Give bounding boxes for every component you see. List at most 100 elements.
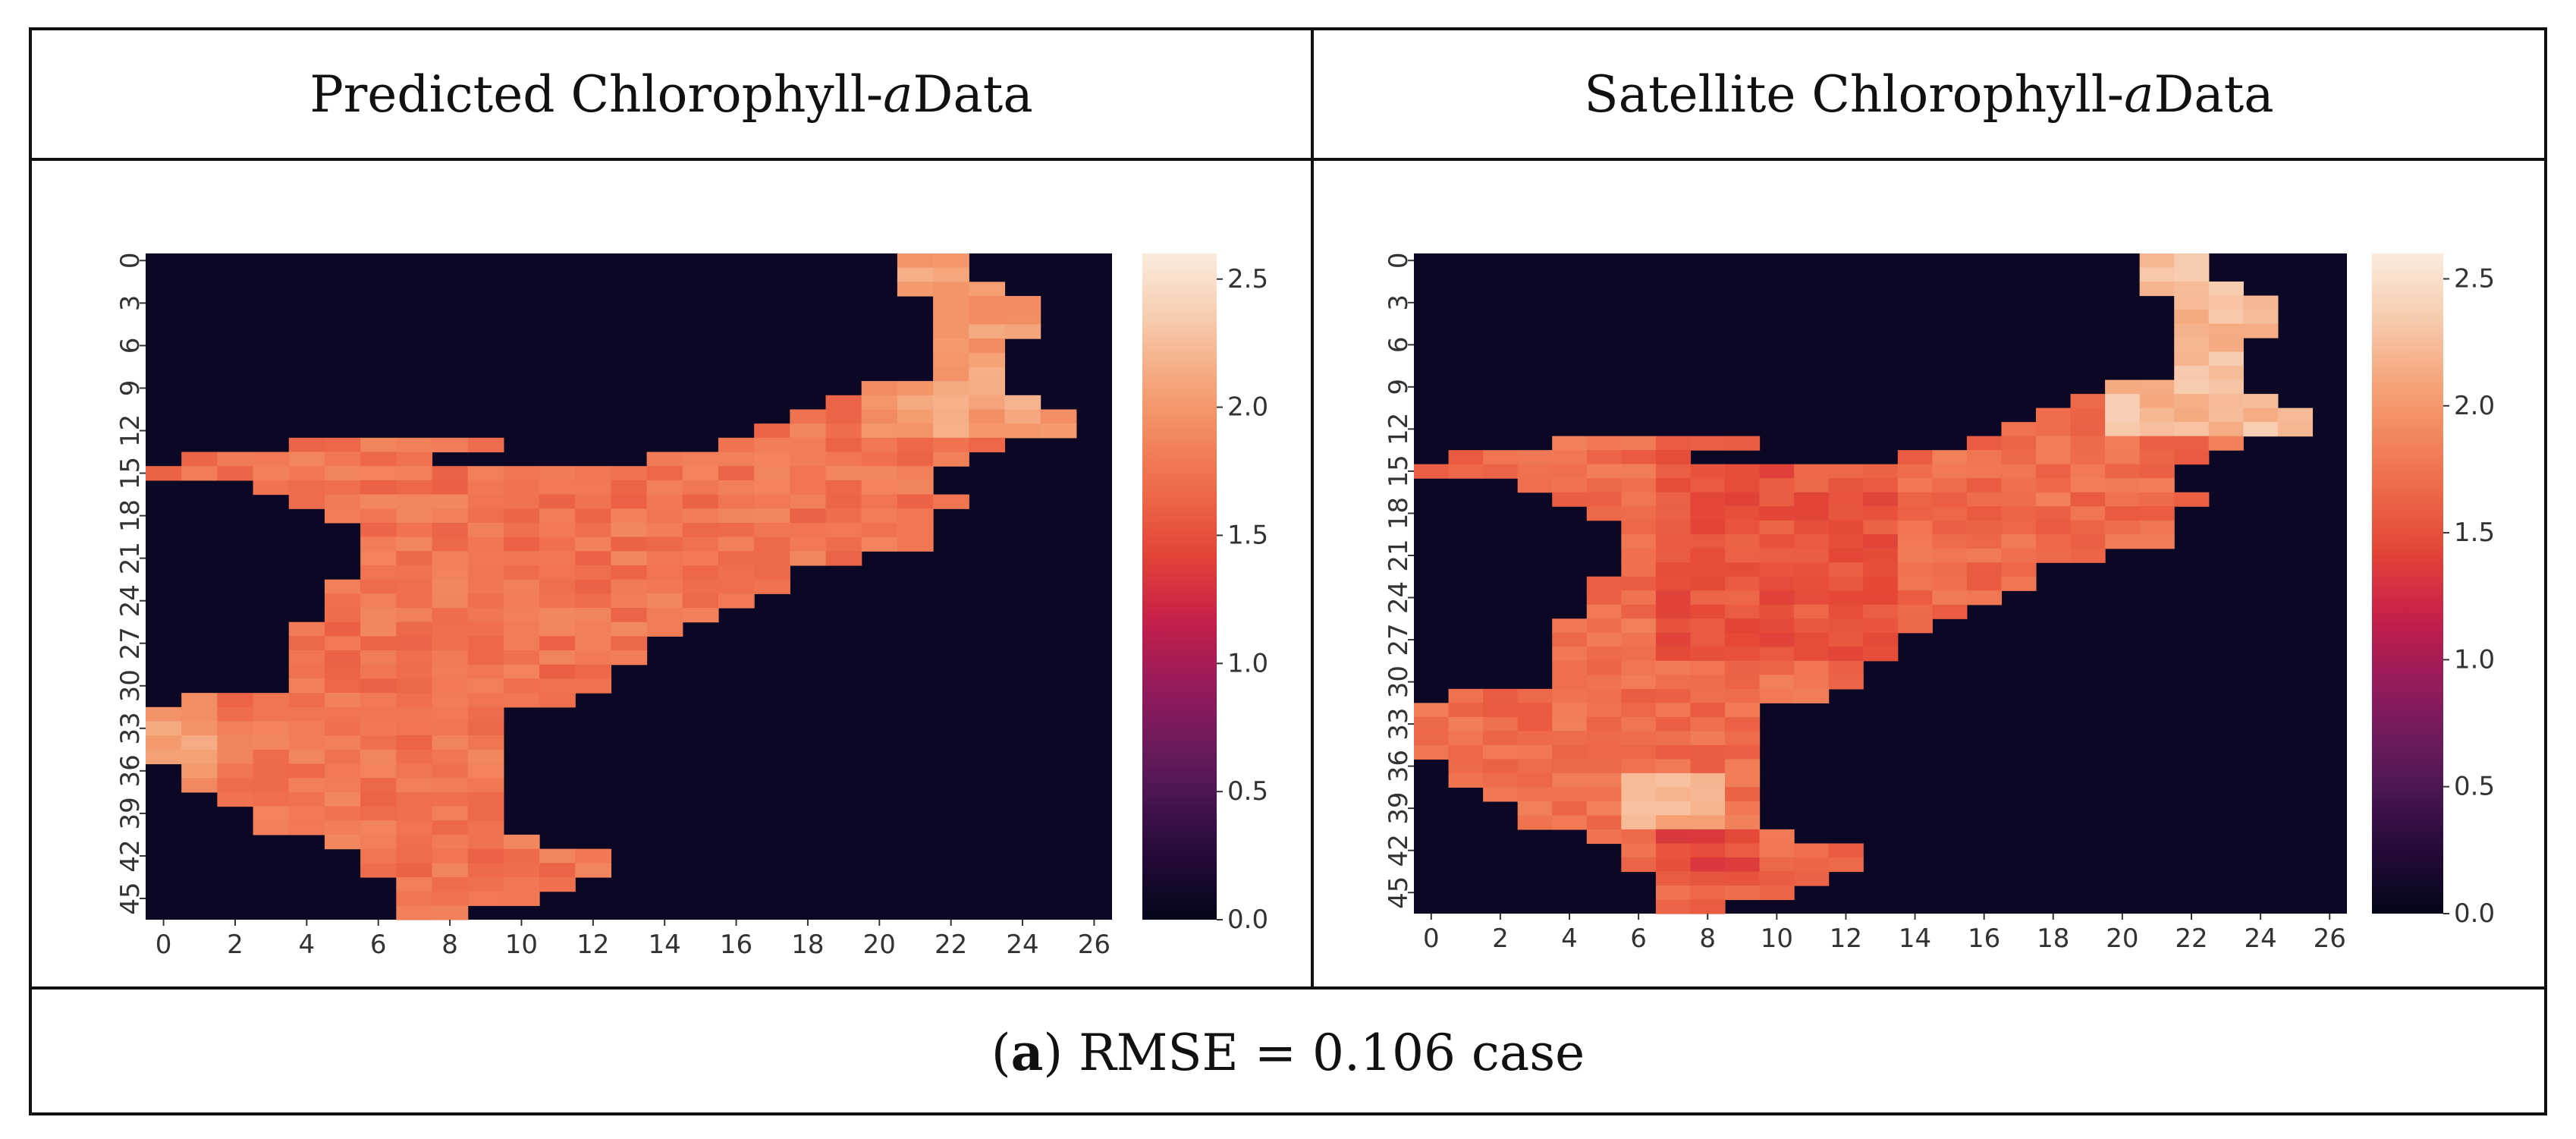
pred-heatmap-cell <box>288 480 325 496</box>
pred-heatmap-cell <box>897 282 934 297</box>
sat-heatmap-cell <box>1863 520 1899 535</box>
pred-heatmap-cell <box>933 267 969 282</box>
pred-heatmap-cell <box>646 522 683 538</box>
sat-heatmap-cell <box>1863 464 1899 479</box>
sat-heatmap-cell <box>1863 534 1899 549</box>
pred-heatmap-cell <box>861 395 898 411</box>
sat-x-tick-label: 12 <box>1830 923 1862 954</box>
pred-heatmap-cell <box>897 437 934 453</box>
sat-heatmap-cell <box>1759 632 1795 647</box>
sat-heatmap-cell <box>2174 253 2210 269</box>
sat-heatmap-cell <box>1655 787 1692 802</box>
pred-heatmap-cell <box>467 763 504 779</box>
sat-heatmap-cell <box>1759 534 1795 549</box>
pred-heatmap-cell <box>467 791 504 807</box>
sat-heatmap-cell <box>1690 632 1726 647</box>
pred-heatmap-cell <box>217 735 254 750</box>
sat-heatmap-cell <box>1725 632 1761 647</box>
sat-colorbar-tick-label: 1.0 <box>2454 644 2495 675</box>
sat-heatmap-cell <box>1794 857 1830 873</box>
sat-heatmap-cell <box>1552 744 1588 760</box>
sat-heatmap-cell <box>1725 829 1761 845</box>
sat-heatmap-cell <box>2070 407 2106 423</box>
sat-heatmap-cell <box>1725 843 1761 858</box>
pred-heatmap-cell <box>539 621 576 637</box>
pred-heatmap-cell <box>217 452 254 467</box>
pred-heatmap-cell <box>467 593 504 609</box>
pred-heatmap-cell <box>360 735 397 750</box>
sat-heatmap-cell <box>1759 478 1795 493</box>
pred-heatmap-cell <box>503 876 540 892</box>
pred-heatmap-cell <box>360 452 397 467</box>
sat-heatmap-cell <box>1966 548 2003 563</box>
sat-heatmap-cell <box>1759 675 1795 690</box>
pred-heatmap-cell <box>1004 395 1041 411</box>
pred-heatmap-cell <box>467 721 504 736</box>
sat-heatmap-cell <box>2139 253 2175 269</box>
sat-heatmap-cell <box>1690 660 1726 675</box>
pred-x-tick-label: 10 <box>505 930 538 960</box>
pred-heatmap-cell <box>217 693 254 708</box>
pred-heatmap-cell <box>897 253 934 269</box>
sat-heatmap-cell <box>1690 759 1726 774</box>
pred-heatmap-cell <box>288 437 325 453</box>
sat-x-tick-label: 8 <box>1699 923 1716 954</box>
pred-heatmap-cell <box>360 848 397 864</box>
pred-heatmap-cell <box>360 636 397 651</box>
pred-heatmap-cell <box>360 466 397 481</box>
pred-heatmap-cell <box>181 466 218 481</box>
sat-heatmap-cell <box>1655 478 1692 493</box>
heatmap-satellite-svg: 0 2 4 6 8 10 12 14 16 18 20 22 24 2603691215182124273… <box>1384 252 2495 954</box>
pred-heatmap-cell <box>646 494 683 509</box>
sat-heatmap-cell <box>2208 310 2244 325</box>
sat-heatmap-cell <box>2174 422 2210 437</box>
pred-heatmap-cell <box>575 678 612 694</box>
pred-heatmap-cell <box>969 381 1006 396</box>
sat-heatmap-cell <box>1759 885 1795 901</box>
sat-heatmap-cell <box>1828 506 1864 521</box>
pred-heatmap-cell <box>467 778 504 793</box>
pred-heatmap-cell <box>897 267 934 282</box>
sat-heatmap-cell <box>1655 801 1692 816</box>
sat-heatmap-cell <box>1725 492 1761 507</box>
sat-heatmap-cell <box>2174 366 2210 381</box>
pred-heatmap-cell <box>396 905 433 920</box>
sat-heatmap-cell <box>1621 744 1657 760</box>
pred-heatmap-cell <box>467 608 504 623</box>
pred-heatmap-cell <box>288 678 325 694</box>
pred-heatmap-cell <box>432 891 469 906</box>
pred-heatmap-cell <box>646 536 683 552</box>
sat-heatmap-cell <box>1966 492 2003 507</box>
pred-y-tick-label: 15 <box>115 457 146 489</box>
sat-heatmap-cell <box>1621 436 1657 451</box>
pred-heatmap-cell <box>503 565 540 581</box>
pred-heatmap-cell <box>396 791 433 807</box>
pred-heatmap-cell <box>396 848 433 864</box>
sat-heatmap-cell <box>1621 632 1657 647</box>
pred-heatmap-cell <box>754 536 790 552</box>
sat-heatmap-cell <box>1863 618 1899 634</box>
sat-heatmap-cell <box>2105 464 2141 479</box>
pred-heatmap-cell <box>467 508 504 524</box>
sat-heatmap-cell <box>1725 506 1761 521</box>
sat-heatmap-cell <box>1690 885 1726 901</box>
pred-heatmap-cell <box>432 636 469 651</box>
pred-heatmap-cell <box>969 296 1006 311</box>
sat-heatmap-cell <box>1517 464 1553 479</box>
sat-heatmap-cell <box>2105 422 2141 437</box>
sat-heatmap-cell <box>1863 548 1899 563</box>
pred-heatmap-cell <box>360 522 397 538</box>
sat-heatmap-cell <box>1794 871 1830 886</box>
pred-heatmap-cell <box>360 494 397 509</box>
sat-heatmap-cell <box>1690 899 1726 914</box>
sat-heatmap-cell <box>2036 478 2072 493</box>
pred-heatmap-cell <box>897 381 934 396</box>
sat-heatmap-cell <box>1621 688 1657 703</box>
sat-heatmap-cell <box>1621 660 1657 675</box>
sat-heatmap-cell <box>1759 492 1795 507</box>
pred-heatmap-cell <box>432 749 469 765</box>
pred-heatmap-cell <box>539 522 576 538</box>
pred-heatmap-cell <box>360 608 397 623</box>
pred-heatmap-cell <box>253 721 290 736</box>
sat-heatmap-cell <box>1655 492 1692 507</box>
